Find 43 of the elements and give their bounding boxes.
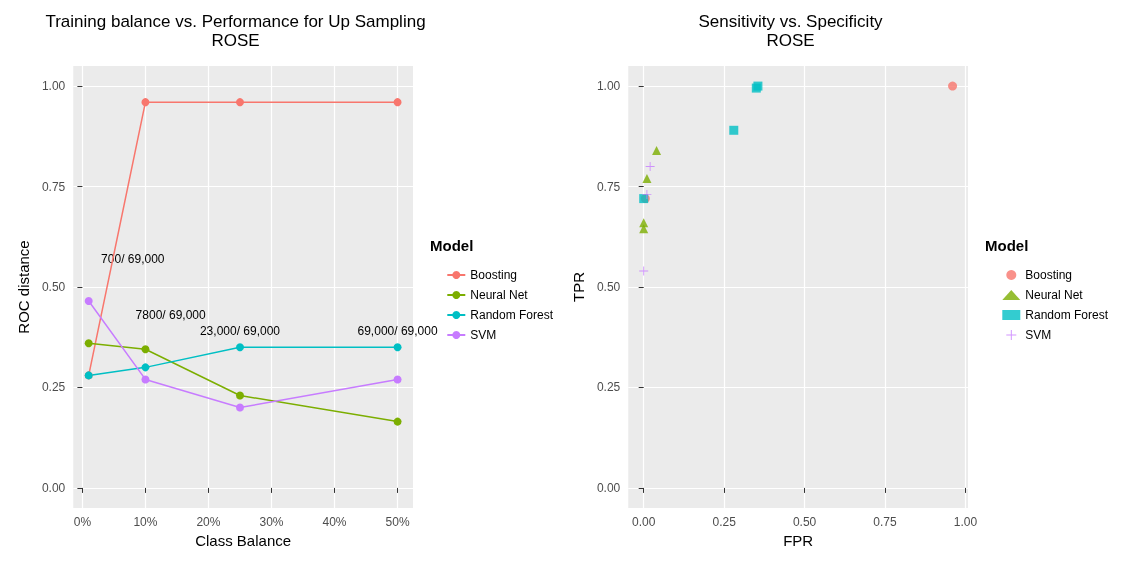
x-tick-label: 0.75 bbox=[873, 515, 897, 529]
legend-label: SVM bbox=[1025, 328, 1052, 342]
chart-subtitle: ROSE bbox=[766, 31, 815, 50]
y-tick-label: 0.25 bbox=[41, 380, 66, 395]
legend-label: Neural Net bbox=[470, 288, 529, 302]
x-tick-label: 20% bbox=[196, 515, 221, 529]
x-tick-label: 40% bbox=[322, 515, 347, 529]
legend-label: Random Forest bbox=[1025, 308, 1109, 322]
legend-title: Model bbox=[985, 237, 1029, 254]
y-tick-label: 0.25 bbox=[596, 380, 621, 395]
legend-label: Boosting bbox=[1025, 268, 1072, 282]
y-tick-label: 0.00 bbox=[596, 480, 621, 495]
y-tick-label: 0.50 bbox=[41, 280, 66, 294]
x-tick-label: 30% bbox=[259, 515, 284, 529]
x-tick-label: 0.25 bbox=[712, 515, 737, 529]
legend-label: Boosting bbox=[470, 268, 517, 282]
x-tick-label: 0.50 bbox=[792, 515, 817, 529]
y-axis-title: TPR bbox=[570, 271, 587, 302]
x-tick-label: 0% bbox=[73, 515, 92, 529]
legend-label: Random Forest bbox=[470, 308, 554, 322]
x-tick-label: 0.00 bbox=[632, 515, 656, 529]
chart-title: Sensitivity vs. Specificity bbox=[698, 12, 884, 31]
y-tick-label: 1.00 bbox=[41, 79, 66, 94]
y-tick-label: 0.50 bbox=[596, 280, 621, 294]
x-tick-label: 10% bbox=[133, 515, 158, 529]
x-axis-title: FPR bbox=[783, 531, 814, 549]
y-axis-title: ROC distance bbox=[15, 240, 32, 334]
annotation: 23,000/ 69,000 bbox=[199, 324, 281, 339]
legend-title: Model bbox=[430, 237, 474, 254]
x-tick-label: 1.00 bbox=[953, 515, 978, 529]
chart-title: Training balance vs. Performance for Up Sampling bbox=[45, 12, 426, 31]
y-tick-label: 0.00 bbox=[41, 480, 66, 495]
y-tick-label: 0.75 bbox=[596, 179, 621, 194]
annotation: 7800/ 69,000 bbox=[135, 308, 206, 323]
legend-label: SVM bbox=[470, 328, 497, 342]
chart-subtitle: ROSE bbox=[211, 31, 260, 50]
y-tick-label: 1.00 bbox=[596, 79, 621, 94]
legend-label: Neural Net bbox=[1025, 288, 1084, 302]
y-tick-label: 0.75 bbox=[41, 179, 66, 194]
x-tick-label: 50% bbox=[385, 515, 410, 529]
annotation: 69,000/ 69,000 bbox=[357, 324, 438, 339]
x-axis-title: Class Balance bbox=[195, 531, 292, 549]
annotation: 700/ 69,000 bbox=[101, 251, 165, 266]
